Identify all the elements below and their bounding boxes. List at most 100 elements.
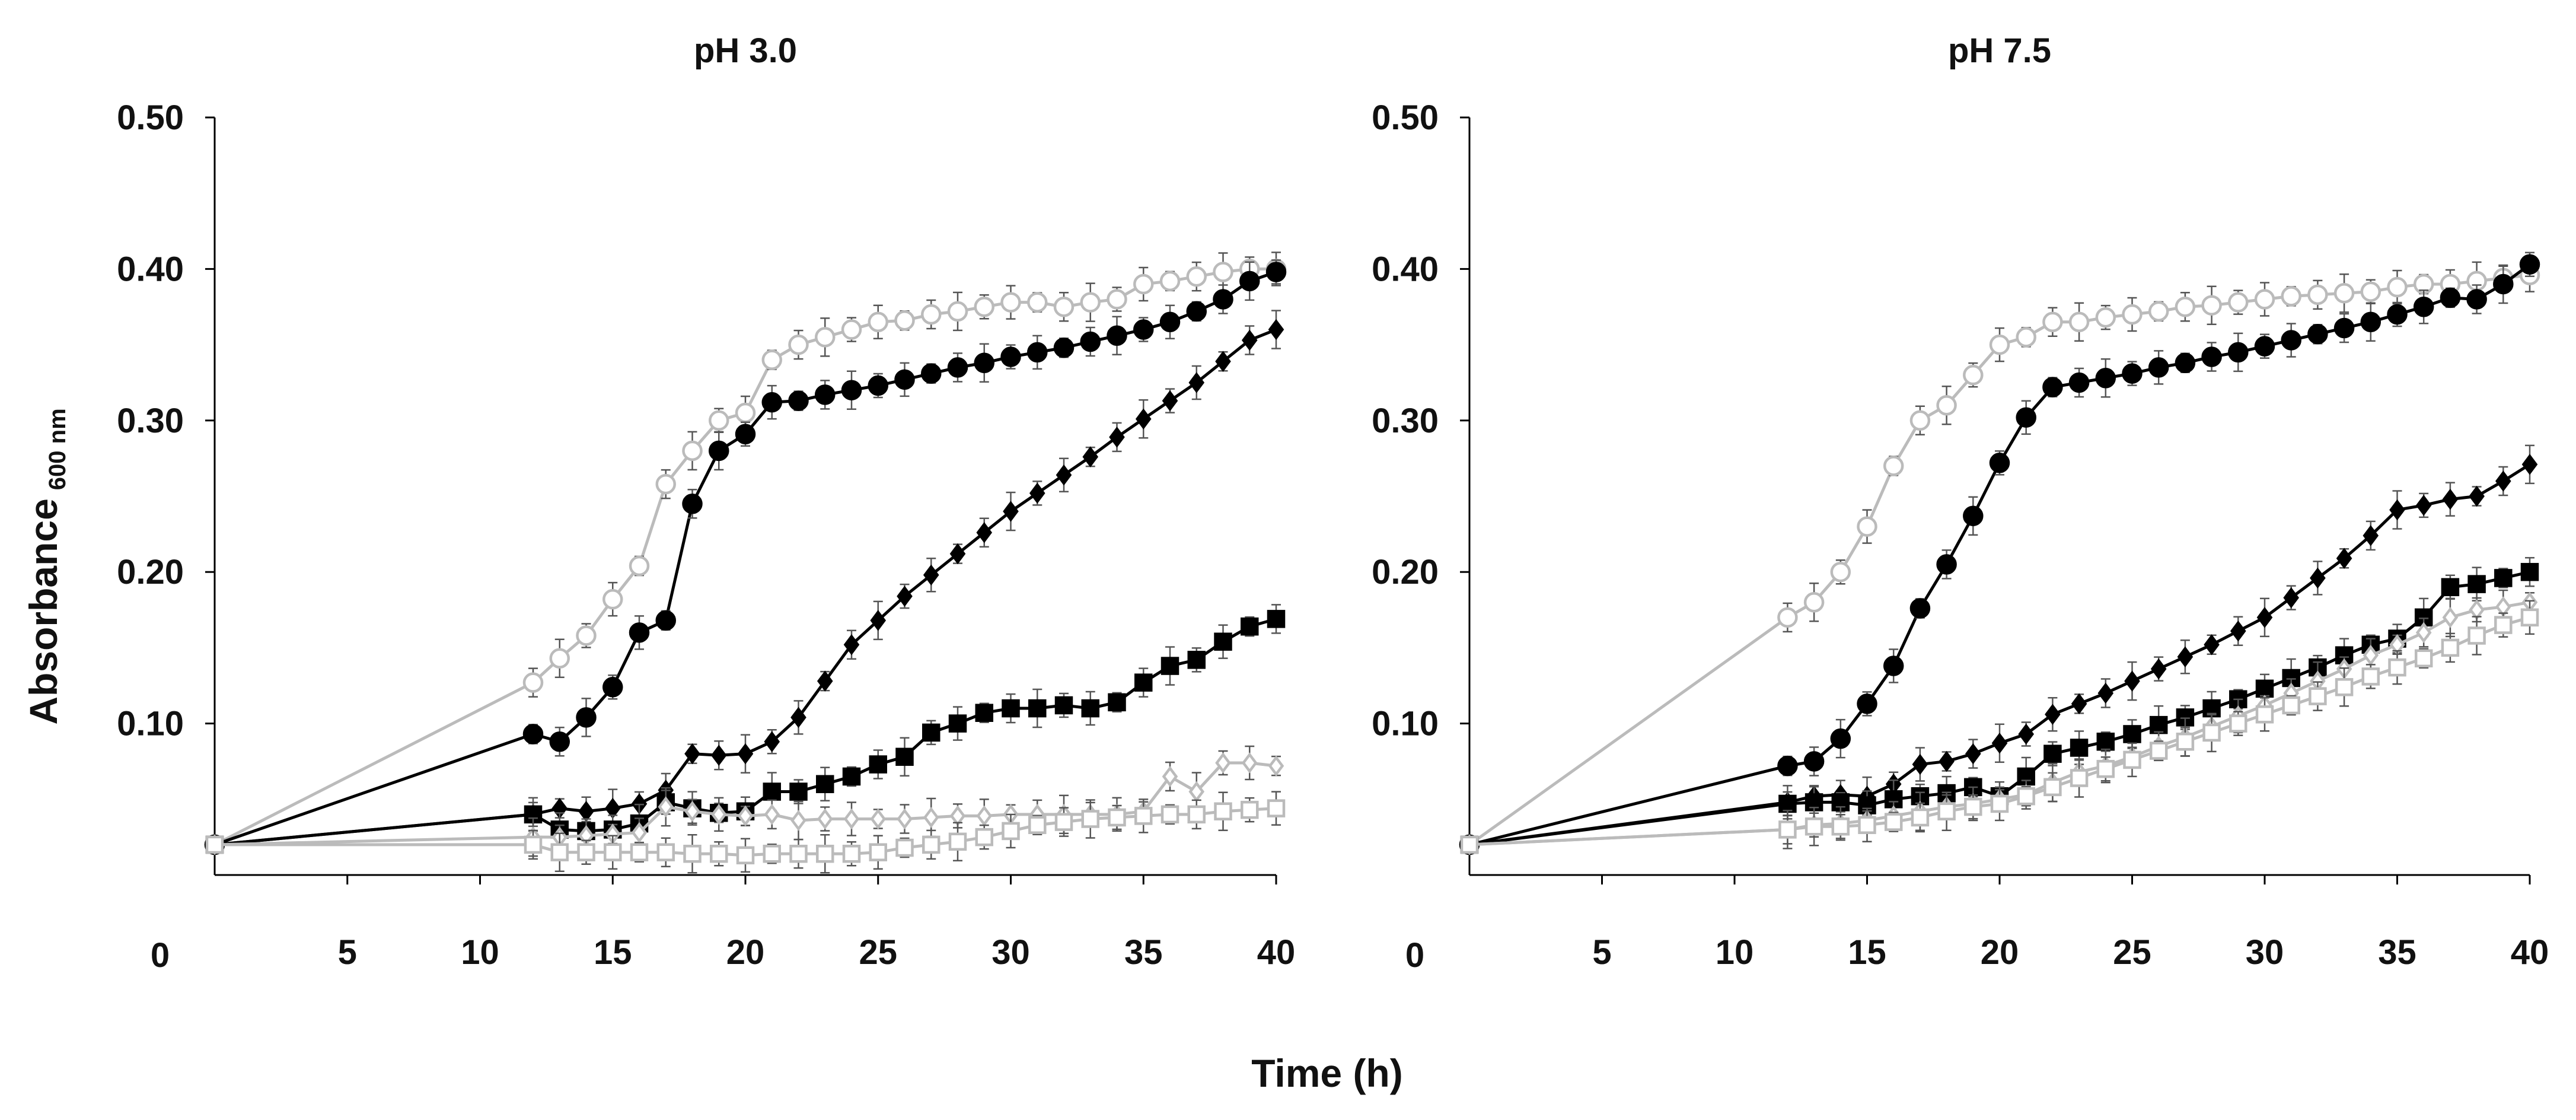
data-point	[1134, 673, 1153, 692]
y-axis-label: Absorbance 600 nm	[21, 408, 71, 724]
data-point	[1857, 693, 1877, 714]
data-point	[2122, 363, 2143, 384]
data-point	[895, 747, 914, 766]
x-tick-label: 5	[1592, 933, 1611, 972]
data-point	[949, 805, 966, 827]
data-point	[2467, 626, 2486, 645]
data-point	[1054, 813, 1073, 831]
data-point	[1107, 325, 1127, 346]
data-point	[2310, 567, 2326, 589]
data-point	[763, 782, 781, 801]
data-point	[764, 731, 780, 752]
data-point	[1133, 319, 1154, 340]
x-tick-label: 20	[726, 933, 765, 972]
series-open-square	[1460, 600, 2539, 854]
data-point	[1108, 808, 1126, 827]
data-point	[684, 743, 700, 765]
data-point	[1830, 561, 1851, 583]
data-point	[2307, 323, 2328, 345]
y-tick-label: 0.10	[1372, 705, 1439, 743]
data-point	[2122, 304, 2143, 325]
data-point	[1215, 752, 1231, 774]
data-point	[842, 844, 861, 863]
data-point	[2255, 705, 2274, 724]
y-axis-label-subscript: 600 nm	[44, 408, 71, 490]
data-point	[2441, 578, 2460, 596]
data-point	[2493, 273, 2514, 295]
x-tick-label: 35	[2378, 933, 2416, 972]
data-point	[1159, 311, 1181, 333]
data-point	[2360, 311, 2381, 333]
data-point	[1108, 693, 1126, 712]
data-point	[735, 424, 756, 445]
data-point	[2256, 607, 2273, 628]
data-point	[1805, 817, 1823, 836]
data-point	[1778, 794, 1797, 813]
data-point	[2228, 342, 2249, 363]
data-point	[2336, 548, 2352, 569]
data-point	[2018, 723, 2035, 745]
data-point	[655, 610, 676, 631]
data-point	[1777, 607, 1798, 628]
x-tick-label: 35	[1124, 933, 1163, 972]
data-point	[1883, 656, 1904, 676]
data-point	[2148, 301, 2169, 322]
data-point	[1162, 766, 1178, 787]
data-point	[843, 634, 860, 656]
data-point	[1054, 696, 1073, 715]
data-point	[2363, 644, 2379, 666]
data-point	[2333, 283, 2355, 304]
x-tick-label: 30	[2246, 933, 2284, 972]
data-point	[2123, 725, 2141, 743]
data-point	[1830, 728, 1851, 749]
data-point	[2414, 649, 2433, 668]
data-point	[709, 410, 729, 431]
data-point	[2042, 377, 2063, 397]
data-point	[2283, 587, 2300, 609]
data-point	[2177, 646, 2194, 667]
data-point	[2204, 634, 2220, 656]
data-point	[1909, 598, 1931, 619]
data-point	[817, 670, 833, 692]
data-point	[683, 844, 702, 863]
y-tick-label: 0.40	[117, 250, 184, 288]
x-tick-label: 5	[338, 933, 357, 972]
data-point	[869, 843, 887, 861]
data-point	[789, 844, 808, 863]
data-point	[1053, 337, 1075, 358]
data-point	[1027, 342, 1048, 363]
data-point	[1162, 390, 1178, 412]
y-tick-label: 0.20	[117, 553, 184, 591]
data-point	[947, 357, 968, 378]
data-point	[656, 843, 675, 861]
data-point	[1082, 446, 1099, 467]
data-point	[922, 835, 941, 854]
data-point	[2096, 759, 2115, 778]
data-point	[576, 625, 597, 646]
x-tick-label: 40	[2511, 933, 2549, 972]
data-point	[1029, 482, 1045, 504]
data-point	[2494, 616, 2513, 634]
series-open-circle	[1459, 257, 2540, 855]
data-point	[1080, 292, 1101, 313]
data-point	[921, 304, 942, 325]
origin-label: 0	[151, 936, 170, 975]
data-point	[2467, 575, 2486, 593]
data-point	[1081, 810, 1099, 828]
x-axis-label: Time (h)	[1251, 1051, 1402, 1095]
x-tick-label: 30	[991, 933, 1030, 972]
data-point	[1964, 797, 1982, 816]
data-point	[1109, 427, 1125, 448]
data-point	[2519, 254, 2540, 275]
data-point	[1268, 319, 1284, 341]
data-point	[974, 297, 994, 317]
data-point	[549, 731, 570, 752]
data-point	[897, 808, 913, 830]
data-point	[1857, 516, 1877, 537]
data-point	[868, 375, 888, 396]
data-point	[2175, 297, 2196, 317]
data-point	[763, 844, 781, 863]
data-point	[1991, 733, 2008, 754]
data-point	[1186, 301, 1207, 322]
